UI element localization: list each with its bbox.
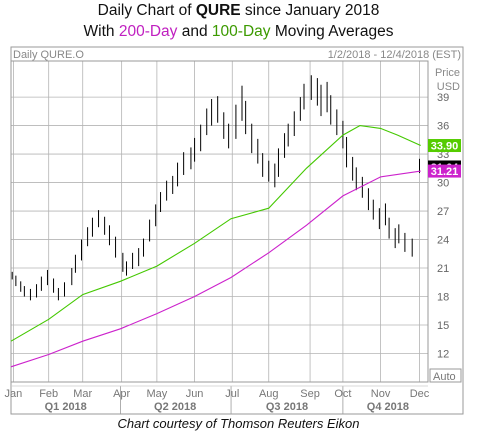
x-month-label: Jan xyxy=(5,388,23,400)
x-month-label: Jun xyxy=(186,388,204,400)
chart-caption: Chart courtesy of Thomson Reuters Eikon xyxy=(117,416,360,431)
y-tick-label: 36 xyxy=(437,121,449,133)
auto-scale-label: Auto xyxy=(433,371,456,383)
panel-label: Daily QURE.O xyxy=(13,49,84,61)
y-tick-label: 39 xyxy=(437,92,449,104)
x-month-label: Sep xyxy=(300,388,320,400)
plot-area xyxy=(10,60,429,383)
x-quarter-label: Q1 2018 xyxy=(45,401,87,413)
y-tick-label: 30 xyxy=(437,178,449,190)
x-month-label: Aug xyxy=(259,388,279,400)
title-suffix: since January 2018 xyxy=(240,2,380,19)
x-quarter-label: Q3 2018 xyxy=(266,401,308,413)
axis-layer: 12 15 18 21 24 27 30 33 36 39 Jan Feb Mar Apr May Jun Ju… xyxy=(5,92,449,414)
y-tick-label: 21 xyxy=(437,263,449,275)
x-month-label: Nov xyxy=(371,388,391,400)
chart-title: Daily Chart of QURE since January 2018 xyxy=(0,1,477,20)
y-axis-title-line2: USD xyxy=(437,81,460,93)
x-quarter-label: Q4 2018 xyxy=(367,401,409,413)
y-tick-label: 12 xyxy=(437,349,449,361)
price-bars xyxy=(11,75,420,301)
subtitle-mid: and xyxy=(177,23,212,40)
title-ticker: QURE xyxy=(195,2,241,19)
y-axis-title-line1: Price xyxy=(435,67,460,79)
y-tick-label: 24 xyxy=(437,235,449,247)
badge-ma100-box xyxy=(428,139,461,153)
ma200-line xyxy=(10,170,421,368)
subtitle-suffix: Moving Averages xyxy=(270,23,394,40)
badge-ma200-box xyxy=(428,164,461,178)
y-tick-label: 18 xyxy=(437,292,449,304)
subtitle-ma200: 200-Day xyxy=(118,23,178,40)
x-month-label: Jul xyxy=(225,388,239,400)
auto-scale-button[interactable] xyxy=(429,368,462,383)
x-month-label: Mar xyxy=(73,388,92,400)
x-month-label: Dec xyxy=(410,388,430,400)
badge-ma100-text: 33.90 xyxy=(431,141,459,153)
chart-frame xyxy=(10,46,464,415)
badge-ma200-text: 31.21 xyxy=(431,166,459,178)
title-prefix: Daily Chart of xyxy=(97,2,196,19)
y-tick-label: 15 xyxy=(437,320,449,332)
chart-subtitle: With 200-Day and 100-Day Moving Averages xyxy=(0,22,477,41)
x-month-label: May xyxy=(146,388,167,400)
grid-lines xyxy=(11,61,428,382)
x-month-label: Apr xyxy=(113,388,130,400)
stock-chart: Daily QURE.O 1/2/2018 - 12/4/2018 (EST) … xyxy=(5,46,464,415)
y-tick-label: 33 xyxy=(437,149,449,161)
x-month-label: Feb xyxy=(39,388,58,400)
date-range: 1/2/2018 - 12/4/2018 (EST) xyxy=(328,49,461,61)
series-layer xyxy=(10,75,421,368)
x-quarter-label: Q2 2018 xyxy=(154,401,196,413)
ma100-line xyxy=(10,125,421,342)
subtitle-prefix: With xyxy=(83,23,119,40)
y-tick-label: 27 xyxy=(437,206,449,218)
subtitle-ma100: 100-Day xyxy=(211,23,271,40)
